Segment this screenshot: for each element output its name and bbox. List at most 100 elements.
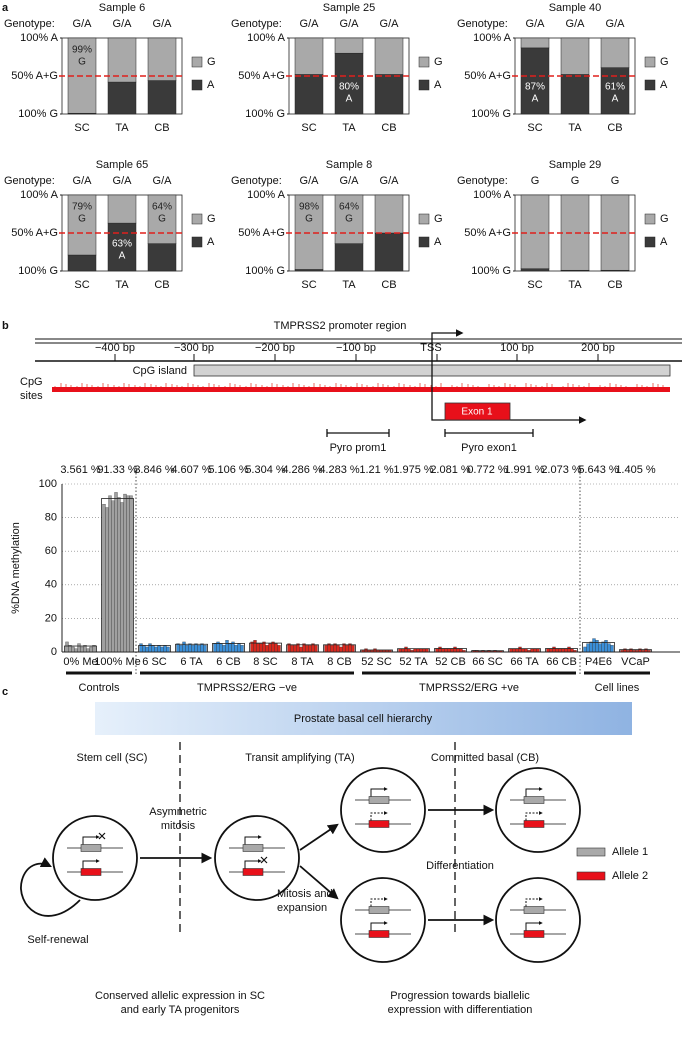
y-tick-label: 50% A+G — [238, 70, 285, 82]
mean-bar — [286, 644, 319, 653]
legend-swatch — [418, 56, 430, 68]
site-bar — [629, 648, 633, 653]
x-tick-label: CB — [381, 279, 396, 291]
mean-bar — [434, 648, 467, 653]
legend-swatch — [418, 236, 430, 248]
scale-label: −200 bp — [255, 342, 295, 354]
value-label: 80% — [339, 82, 359, 93]
bar-segment — [520, 194, 550, 269]
y-tick-label: 100% A — [473, 189, 512, 201]
allele — [368, 796, 390, 804]
site-bar — [555, 648, 559, 653]
site-bar — [552, 646, 556, 653]
y-axis-label: %DNA methylation — [10, 522, 22, 614]
bar-segment — [334, 243, 364, 272]
genotype-label: Genotype: — [4, 175, 55, 187]
site-bar — [188, 643, 192, 653]
banner — [95, 702, 632, 735]
site-bar — [237, 643, 241, 653]
x-tick-label: 52 TA — [399, 656, 428, 668]
stage-label: Stem cell (SC) — [77, 752, 148, 764]
legend-swatch — [418, 213, 430, 225]
legend-swatch — [191, 236, 203, 248]
site-bar — [265, 645, 269, 653]
site-bar — [592, 638, 596, 653]
tss-arrow — [431, 329, 464, 392]
legend-label: A — [207, 236, 215, 248]
x-tick-label: CB — [381, 122, 396, 134]
site-bar — [456, 648, 460, 653]
cell — [340, 877, 426, 963]
legend-swatch — [418, 79, 430, 91]
bar-segment — [107, 194, 137, 224]
site-bar — [151, 645, 155, 653]
site-bar — [518, 646, 522, 653]
site-bar — [407, 648, 411, 653]
x-tick-label: 8 TA — [291, 656, 314, 668]
x-tick-label: 6 CB — [216, 656, 240, 668]
x-tick-label: CB — [607, 279, 622, 291]
site-bar — [339, 646, 343, 653]
transition-label: mitosis — [161, 820, 196, 832]
site-bar — [416, 648, 420, 653]
x-tick-label: 52 CB — [435, 656, 466, 668]
x-tick-label: TA — [568, 279, 582, 291]
bar-segment — [560, 37, 590, 75]
bar-segment — [334, 52, 364, 115]
genotype: G/A — [113, 18, 133, 30]
site-bar — [274, 643, 278, 653]
legend-swatch — [644, 213, 656, 225]
scale-label: 100 bp — [500, 342, 534, 354]
x-tick-label: SC — [527, 279, 542, 291]
promoter-arrow — [82, 835, 100, 845]
y-tick-label: 50% A+G — [464, 70, 511, 82]
legend-label: G — [660, 56, 669, 68]
legend-swatch — [191, 56, 203, 68]
site-bar — [191, 645, 195, 653]
mean-label: 1.991 % — [504, 464, 545, 476]
bar-segment — [67, 194, 97, 256]
mean-bar — [360, 649, 393, 653]
site-bar — [228, 643, 232, 653]
mean-bar — [582, 642, 615, 653]
scale-label: −300 bp — [174, 342, 214, 354]
site-bar — [441, 648, 445, 653]
y-tick-label: 80 — [45, 512, 57, 524]
site-bar — [268, 643, 272, 653]
x-tick-label: TA — [568, 122, 582, 134]
site-bar — [293, 645, 297, 653]
site-bar — [219, 643, 223, 653]
allele — [368, 930, 390, 938]
bar-segment — [147, 37, 177, 81]
x-tick-label: 8 CB — [327, 656, 351, 668]
mean-label: 5.643 % — [578, 464, 619, 476]
legend-label: G — [207, 213, 216, 225]
chart-title: Sample 65 — [96, 159, 149, 171]
legend-swatch — [576, 847, 606, 857]
transition-label: Self-renewal — [27, 934, 88, 946]
legend-swatch — [191, 79, 203, 91]
site-bar — [447, 648, 451, 653]
site-bar — [160, 646, 164, 653]
site-bar — [126, 495, 130, 653]
legend-swatch — [191, 213, 203, 225]
bar-segment — [147, 80, 177, 115]
mean-bar — [508, 648, 541, 653]
transition-label: Differentiation — [426, 860, 494, 872]
site-bar — [222, 645, 226, 653]
caption: and early TA progenitors — [121, 1004, 240, 1016]
bar-segment — [374, 194, 404, 234]
site-bar — [179, 645, 183, 653]
genotype: G/A — [153, 175, 173, 187]
site-bar — [351, 645, 355, 653]
site-bar — [148, 643, 152, 653]
bar-segment — [147, 194, 177, 244]
group-label: TMPRSS2/ERG +ve — [419, 682, 519, 694]
mean-bar — [249, 642, 282, 653]
panel-label: a — [2, 2, 9, 14]
x-tick-label: CB — [154, 122, 169, 134]
x-tick-label: 0% Me — [63, 656, 97, 668]
allele — [368, 820, 390, 828]
allele — [523, 930, 545, 938]
